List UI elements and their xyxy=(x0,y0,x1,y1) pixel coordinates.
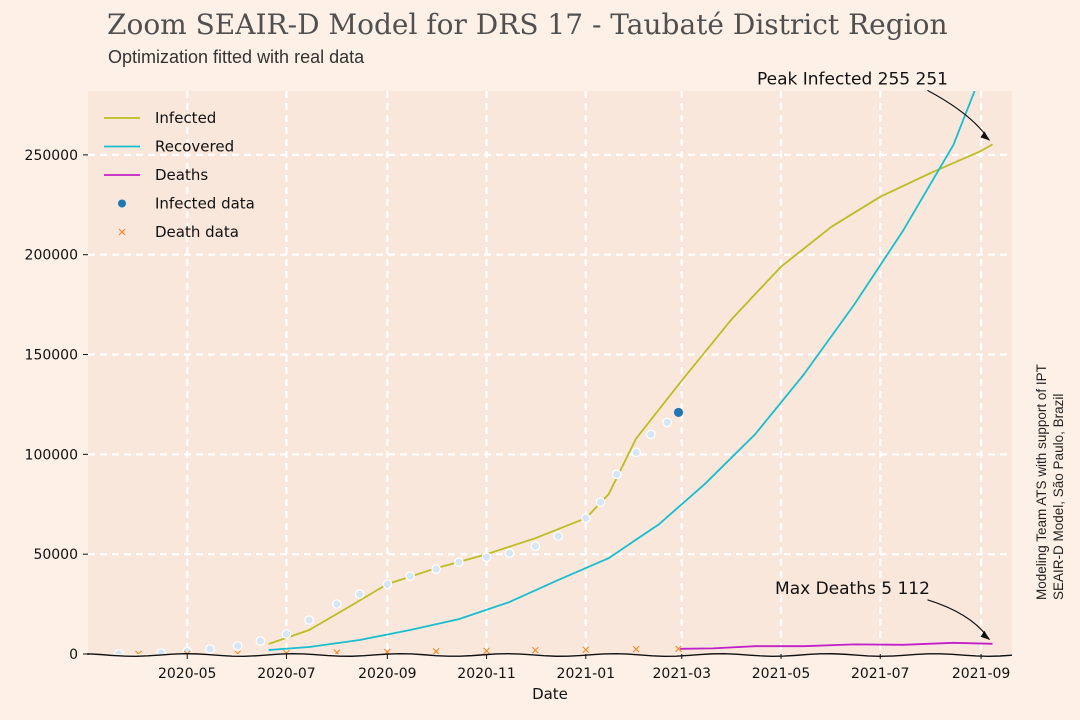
y-tick-label: 150000 xyxy=(25,348,78,364)
infected-data-point xyxy=(454,557,464,567)
infected-data-point xyxy=(530,541,541,551)
infected-data-point xyxy=(662,417,672,428)
infected-data-point xyxy=(255,636,266,646)
series-line-deaths xyxy=(680,641,993,650)
infected-data-point xyxy=(114,649,124,654)
x-tick-label: 2020-07 xyxy=(257,666,316,682)
y-tick-label: 0 xyxy=(69,647,78,663)
x-tick-label: 2021-09 xyxy=(952,666,1011,682)
annotation-label: Peak Infected 255 251 xyxy=(757,69,948,89)
legend-swatch-dot xyxy=(118,199,126,208)
death-data-point xyxy=(582,646,590,654)
infected-data-point xyxy=(205,644,215,654)
infected-data-point xyxy=(611,469,622,480)
death-data-stroke xyxy=(632,645,640,653)
chart-title: Zoom SEAIR-D Model for DRS 17 - Taubaté … xyxy=(107,8,948,41)
x-tick-label: 2020-09 xyxy=(358,666,417,682)
infected-data-point xyxy=(481,552,492,562)
infected-data-point xyxy=(595,497,606,508)
infected-data-point xyxy=(354,589,365,599)
chart-subtitle: Optimization fitted with real data xyxy=(108,47,365,67)
series-line-infected xyxy=(268,143,993,645)
infected-data-point xyxy=(382,579,393,589)
y-tick-label: 100000 xyxy=(25,447,78,463)
death-data-stroke xyxy=(532,646,539,654)
series-line-recovered xyxy=(268,91,976,651)
legend-label: Death data xyxy=(155,223,239,241)
death-data-stroke xyxy=(675,645,682,653)
y-tick-label: 200000 xyxy=(25,248,78,264)
infected-data-point xyxy=(553,531,563,542)
legend-label: Deaths xyxy=(155,166,208,184)
death-data-point xyxy=(432,648,440,654)
x-tick-label: 2021-03 xyxy=(653,666,712,682)
death-data-stroke xyxy=(582,646,590,654)
legend-label: Recovered xyxy=(155,138,234,156)
infected-data-point xyxy=(232,641,243,651)
death-data-point xyxy=(632,645,640,653)
death-data-point xyxy=(383,648,391,654)
infected-data-point xyxy=(580,513,591,524)
x-tick-label: 2021-07 xyxy=(851,666,910,682)
death-data-point xyxy=(333,649,341,654)
death-data-point xyxy=(135,650,142,654)
infected-data-point xyxy=(332,599,342,609)
grid xyxy=(88,91,1012,654)
infected-data-point xyxy=(281,629,292,639)
infected-data-point xyxy=(673,407,684,418)
infected-data-point xyxy=(504,548,515,558)
x-axis-spine xyxy=(87,653,1013,658)
x-tick-label: 2021-05 xyxy=(752,666,811,682)
death-data-point xyxy=(675,645,682,653)
death-data-stroke xyxy=(432,648,440,654)
death-data-point xyxy=(483,647,490,654)
death-data-stroke xyxy=(236,650,242,654)
death-data-stroke xyxy=(483,647,490,654)
x-axis-label: Date xyxy=(532,685,568,703)
infected-data-point xyxy=(156,648,167,654)
y-tick-label: 50000 xyxy=(33,547,78,563)
infected-data-point xyxy=(631,447,642,458)
death-data-stroke xyxy=(334,649,341,654)
infected-data-point xyxy=(431,564,441,574)
infected-data-point xyxy=(304,615,315,625)
death-data-stroke xyxy=(137,650,142,654)
legend-label: Infected xyxy=(155,109,216,127)
legend-swatch-cross xyxy=(118,228,126,236)
death-data-point xyxy=(234,650,242,654)
death-data-stroke xyxy=(384,648,391,654)
y-tick-label: 250000 xyxy=(25,148,78,164)
annotation-arrowhead xyxy=(980,630,990,640)
annotation-label: Max Deaths 5 112 xyxy=(775,579,930,599)
legend-label: Infected data xyxy=(155,195,255,213)
annotation-arrowhead xyxy=(980,131,990,141)
legend: Infected Recovered Deaths Infected data Deat… xyxy=(104,109,255,241)
infected-data-point xyxy=(405,571,415,581)
axes: 2020-05 2020-07 2020-09 2020-11 2021-01 2021-… xyxy=(25,148,1013,703)
x-tick-label: 2021-01 xyxy=(557,666,616,682)
annotations: Peak Infected 255 251 Max Deaths 5 112 xyxy=(757,69,990,641)
death-data-point xyxy=(532,646,539,654)
infected-data-point xyxy=(646,429,656,440)
x-tick-label: 2020-05 xyxy=(158,666,217,682)
plot-area xyxy=(88,91,1012,654)
series-group xyxy=(114,91,993,654)
x-tick-label: 2020-11 xyxy=(457,666,516,682)
